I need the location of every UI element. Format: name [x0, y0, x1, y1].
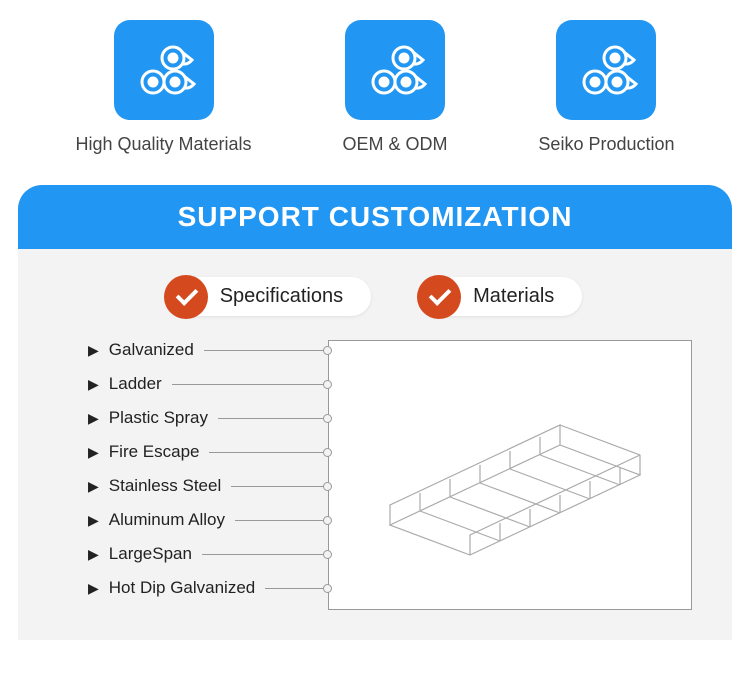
spec-item: ▶ Galvanized — [88, 340, 328, 360]
pills-row: Specifications Materials — [18, 249, 732, 340]
spec-text: Aluminum Alloy — [109, 510, 225, 530]
spec-text: Plastic Spray — [109, 408, 208, 428]
spec-text: LargeSpan — [109, 544, 192, 564]
connector-line — [209, 452, 328, 453]
triangle-icon: ▶ — [88, 580, 99, 597]
connector-line — [218, 418, 328, 419]
pill-materials: Materials — [421, 277, 582, 316]
spec-text: Fire Escape — [109, 442, 200, 462]
badge-label: High Quality Materials — [75, 134, 251, 155]
spec-text: Stainless Steel — [109, 476, 221, 496]
spec-text: Ladder — [109, 374, 162, 394]
triangle-icon: ▶ — [88, 376, 99, 393]
spec-text: Galvanized — [109, 340, 194, 360]
connector-line — [202, 554, 328, 555]
connector-line — [204, 350, 328, 351]
spec-area: ▶ Galvanized ▶ Ladder ▶ Plastic Spray ▶ Fire… — [18, 340, 732, 640]
pill-specifications: Specifications — [168, 277, 371, 316]
card-header: SUPPORT CUSTOMIZATION — [18, 185, 732, 249]
triangle-icon: ▶ — [88, 342, 99, 359]
spec-item: ▶ Fire Escape — [88, 442, 328, 462]
connector-line — [265, 588, 328, 589]
badge-high-quality: High Quality Materials — [75, 20, 251, 155]
top-badges-row: High Quality Materials OEM & ODM — [0, 0, 750, 155]
triangle-icon: ▶ — [88, 444, 99, 461]
connector-line — [231, 486, 328, 487]
spec-item: ▶ Ladder — [88, 374, 328, 394]
badge-oem-odm: OEM & ODM — [342, 20, 447, 155]
spec-item: ▶ LargeSpan — [88, 544, 328, 564]
spec-item: ▶ Stainless Steel — [88, 476, 328, 496]
pill-label: Materials — [473, 285, 554, 307]
card-header-title: SUPPORT CUSTOMIZATION — [178, 201, 573, 232]
triangle-icon: ▶ — [88, 410, 99, 427]
badge-label: OEM & ODM — [342, 134, 447, 155]
connector-line — [172, 384, 328, 385]
cable-tray-icon — [360, 385, 660, 565]
badge-seiko: Seiko Production — [538, 20, 674, 155]
spec-text: Hot Dip Galvanized — [109, 578, 255, 598]
spec-item: ▶ Aluminum Alloy — [88, 510, 328, 530]
product-image-box — [328, 340, 692, 610]
pill-label: Specifications — [220, 285, 343, 307]
materials-icon — [114, 20, 214, 120]
spec-item: ▶ Plastic Spray — [88, 408, 328, 428]
triangle-icon: ▶ — [88, 546, 99, 563]
triangle-icon: ▶ — [88, 512, 99, 529]
badge-label: Seiko Production — [538, 134, 674, 155]
materials-icon — [345, 20, 445, 120]
triangle-icon: ▶ — [88, 478, 99, 495]
spec-item: ▶ Hot Dip Galvanized — [88, 578, 328, 598]
connector-line — [235, 520, 328, 521]
customization-card: SUPPORT CUSTOMIZATION Specifications Mat… — [18, 185, 732, 640]
spec-list: ▶ Galvanized ▶ Ladder ▶ Plastic Spray ▶ Fire… — [88, 340, 328, 610]
materials-icon — [556, 20, 656, 120]
